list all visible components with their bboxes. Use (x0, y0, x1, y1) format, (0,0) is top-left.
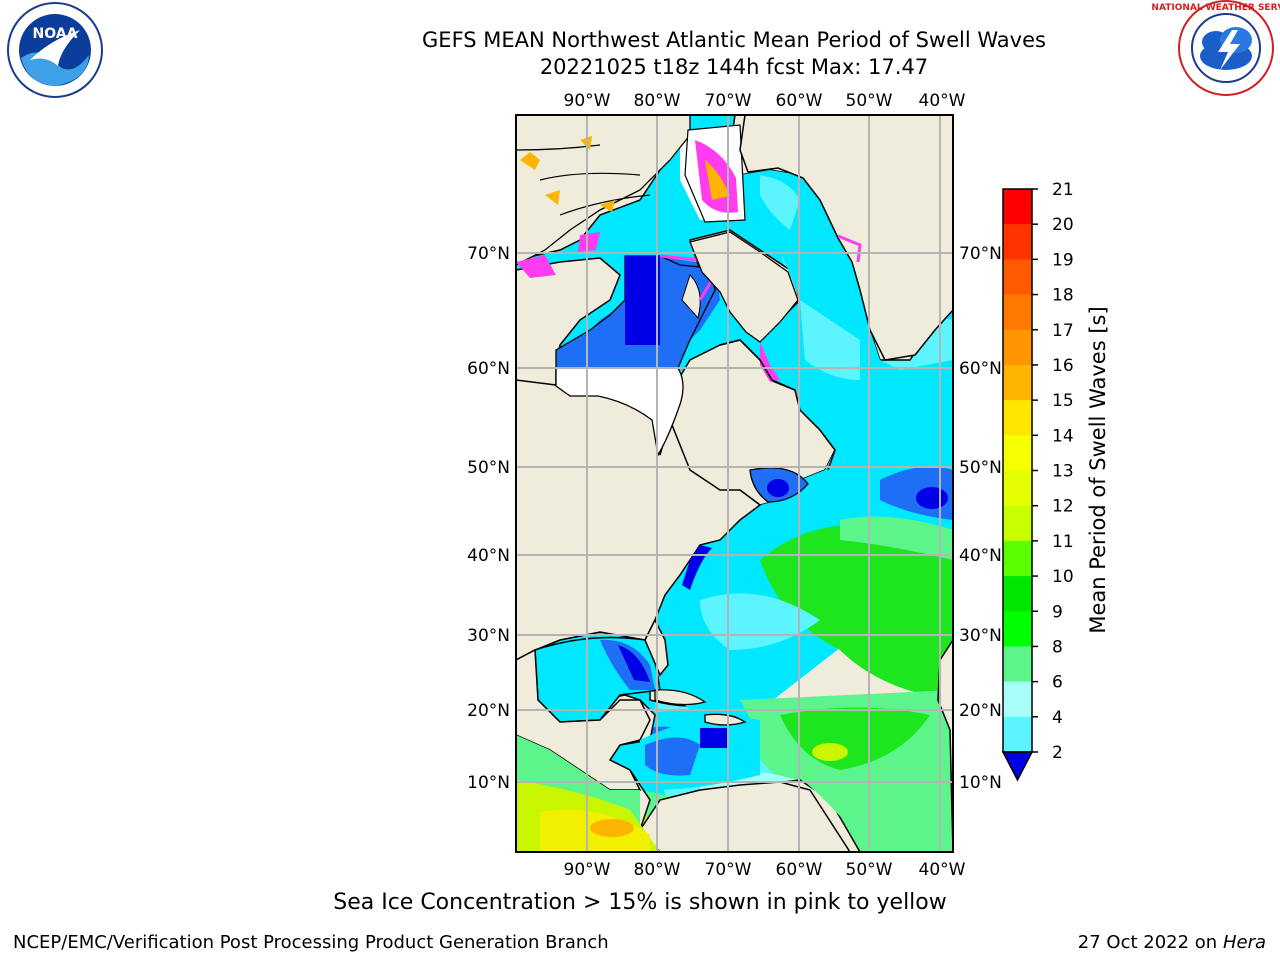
lon-label: 80°W (634, 860, 681, 880)
colorbar-tick-label: 17 (1052, 321, 1074, 341)
date-value: 27 Oct 2022 on (1077, 932, 1223, 953)
lon-label: 80°W (634, 91, 681, 111)
date-text: 27 Oct 2022 on Hera (1078, 932, 1266, 953)
colorbar-segment (1003, 224, 1032, 260)
colorbar-segment (1003, 681, 1032, 718)
lat-labels-right: 70°N 60°N 50°N 40°N 30°N 20°N 10°N (959, 244, 1002, 793)
machine-name: Hera (1222, 932, 1266, 953)
lat-label: 40°N (959, 546, 1002, 566)
colorbar-segment (1003, 576, 1032, 612)
colorbar-tick-label: 9 (1052, 602, 1063, 622)
credit-text: NCEP/EMC/Verification Post Processing Pr… (13, 932, 609, 953)
colorbar (1001, 188, 1034, 782)
colorbar-tick-label: 11 (1052, 532, 1074, 552)
colorbar-tick-label: 20 (1052, 215, 1074, 235)
colorbar-tick-label: 10 (1052, 567, 1074, 587)
colorbar-tick-label: 13 (1052, 462, 1074, 482)
colorbar-extend (1001, 751, 1034, 782)
graticule (516, 115, 953, 852)
lat-label: 30°N (959, 626, 1002, 646)
lon-label: 70°W (705, 860, 752, 880)
colorbar-segment (1003, 540, 1032, 577)
lon-label: 50°W (846, 91, 893, 111)
lat-label: 10°N (959, 773, 1002, 793)
lat-label: 30°N (467, 626, 510, 646)
lon-label: 40°W (919, 860, 966, 880)
colorbar-segment (1003, 259, 1032, 296)
lat-labels-left: 70°N 60°N 50°N 40°N 30°N 20°N 10°N (467, 244, 510, 793)
colorbar-tick-label: 4 (1052, 708, 1063, 728)
lon-labels-bottom: 90°W 80°W 70°W 60°W 50°W 40°W (564, 860, 966, 880)
noaa-logo-text: NOAA (33, 26, 78, 42)
colorbar-tick-label: 15 (1052, 391, 1074, 411)
colorbar-tick-label: 6 (1052, 673, 1063, 693)
colorbar-segment (1003, 716, 1032, 753)
noaa-logo: NOAA (7, 2, 103, 98)
colorbar-ticks: 21 20 19 18 17 16 15 14 13 12 11 10 9 8 6 4 2 (1032, 180, 1074, 763)
colorbar-segment (1003, 611, 1032, 647)
colorbar-tick-label: 18 (1052, 286, 1074, 306)
colorbar-tick-label: 21 (1052, 180, 1074, 200)
colorbar-tick-label: 12 (1052, 497, 1074, 517)
lon-label: 60°W (776, 860, 823, 880)
lat-label: 10°N (467, 773, 510, 793)
lon-label: 50°W (846, 860, 893, 880)
lat-label: 60°N (959, 359, 1002, 379)
lat-label: 20°N (959, 701, 1002, 721)
colorbar-segment (1003, 646, 1032, 683)
colorbar-segment (1003, 505, 1032, 542)
lon-label: 70°W (705, 91, 752, 111)
colorbar-segment (1003, 189, 1032, 225)
chart-title: GEFS MEAN Northwest Atlantic Mean Period… (422, 28, 1046, 52)
lat-label: 50°N (467, 458, 510, 478)
lon-label: 60°W (776, 91, 823, 111)
colorbar-tick-label: 16 (1052, 356, 1074, 376)
colorbar-label: Mean Period of Swell Waves [s] (1086, 306, 1110, 633)
colorbar-tick-label: 2 (1052, 743, 1063, 763)
map-area (516, 115, 953, 852)
chart-subtitle: 20221025 t18z 144h fcst Max: 17.47 (539, 55, 929, 79)
nws-ring-text: NATIONAL WEATHER SERVICE (1151, 3, 1280, 13)
lat-label: 50°N (959, 458, 1002, 478)
lon-labels-top: 90°W 80°W 70°W 60°W 50°W 40°W (564, 91, 966, 111)
lat-label: 70°N (467, 244, 510, 264)
colorbar-segment (1003, 400, 1032, 436)
colorbar-segment (1003, 364, 1032, 401)
colorbar-tick-label: 19 (1052, 250, 1074, 270)
colorbar-tick-label: 14 (1052, 426, 1074, 446)
nws-logo: NATIONAL WEATHER SERVICE (1151, 0, 1280, 96)
colorbar-segment (1003, 294, 1032, 331)
lon-label: 90°W (564, 860, 611, 880)
colorbar-tick-label: 8 (1052, 637, 1063, 657)
colorbar-segment (1003, 470, 1032, 507)
lat-label: 70°N (959, 244, 1002, 264)
lat-label: 60°N (467, 359, 510, 379)
colorbar-segment (1003, 329, 1032, 366)
lon-label: 90°W (564, 91, 611, 111)
colorbar-segment (1003, 435, 1032, 471)
lat-label: 20°N (467, 701, 510, 721)
map-frame (515, 114, 954, 853)
lat-label: 40°N (467, 546, 510, 566)
sea-ice-caption: Sea Ice Concentration > 15% is shown in … (333, 890, 947, 915)
lon-label: 40°W (919, 91, 966, 111)
